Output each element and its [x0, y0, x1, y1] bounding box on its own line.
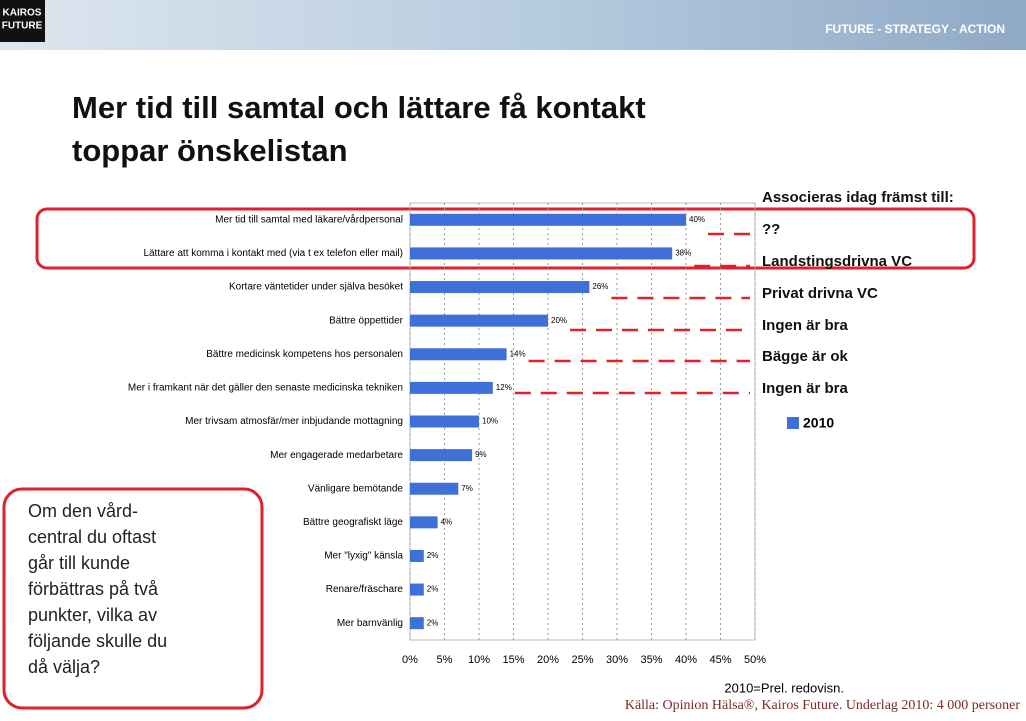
value-label: 7%: [461, 484, 473, 493]
x-tick-label: 15%: [502, 654, 524, 666]
value-label: 2%: [427, 551, 439, 560]
question-text: punkter, vilka av: [28, 605, 157, 625]
x-tick-label: 0%: [402, 654, 418, 666]
value-label: 38%: [675, 249, 691, 258]
x-tick-label: 20%: [537, 654, 559, 666]
tagline: FUTURE - STRATEGY - ACTION: [825, 22, 1005, 36]
header-band: [0, 0, 1026, 50]
value-label: 10%: [482, 417, 498, 426]
bar: [410, 516, 438, 529]
bar: [410, 247, 673, 260]
category-label: Vänligare bemötande: [308, 483, 404, 494]
footer-source: Källa: Opinion Hälsa®, Kairos Future. Un…: [625, 698, 1021, 713]
annotation: Ingen är bra: [762, 317, 849, 334]
question-text: Om den vård-: [28, 501, 138, 521]
category-label: Mer tid till samtal med läkare/vårdperso…: [215, 213, 403, 225]
annotation: Landstingsdrivna VC: [762, 253, 912, 270]
value-label: 12%: [496, 383, 512, 392]
highlight-box: [35, 207, 976, 270]
category-label: Kortare väntetider under själva besöket: [229, 282, 403, 293]
bar: [410, 549, 424, 562]
annotation: Ingen är bra: [762, 380, 849, 397]
annotation: ??: [762, 221, 780, 238]
legend-swatch: [787, 417, 799, 429]
bar: [410, 449, 473, 462]
x-tick-label: 5%: [437, 654, 453, 666]
x-tick-label: 45%: [709, 654, 731, 666]
value-label: 4%: [441, 517, 453, 526]
category-label: Lättare att komma i kontakt med (via t e…: [143, 248, 403, 259]
value-label: 26%: [592, 282, 608, 291]
logo: FUTURE: [2, 21, 43, 32]
question-text: då välja?: [28, 657, 100, 677]
logo: KAIROS: [3, 8, 42, 19]
bar: [410, 415, 479, 428]
annotation: Bägge är ok: [762, 348, 849, 365]
x-tick-label: 40%: [675, 654, 697, 666]
bar: [410, 281, 590, 294]
question-text: förbättras på två: [28, 579, 159, 599]
x-tick-label: 25%: [571, 654, 593, 666]
bar: [410, 213, 686, 226]
footer-note: 2010=Prel. redovisn.: [724, 680, 844, 695]
bar: [410, 617, 424, 630]
category-label: Bättre geografiskt läge: [303, 517, 403, 528]
category-label: Mer "lyxig" känsla: [324, 551, 403, 562]
category-label: Bättre medicinsk kompetens hos personale…: [206, 349, 403, 360]
category-label: Mer i framkant när det gäller den senast…: [128, 383, 403, 394]
x-tick-label: 50%: [744, 654, 766, 666]
category-label: Renare/fräschare: [326, 584, 404, 595]
bar: [410, 381, 493, 394]
question-text: följande skulle du: [28, 631, 167, 651]
bar: [410, 348, 507, 361]
logo-box: [0, 0, 45, 42]
category-label: Mer barnvänlig: [337, 618, 403, 629]
category-label: Mer engagerade medarbetare: [270, 450, 403, 461]
value-label: 9%: [475, 450, 487, 459]
bar: [410, 314, 548, 327]
bar: [410, 482, 459, 495]
category-label: Bättre öppettider: [329, 315, 404, 326]
value-label: 20%: [551, 316, 567, 325]
legend-label: 2010: [803, 415, 834, 431]
slide-title: toppar önskelistan: [72, 133, 348, 168]
bar: [410, 583, 424, 596]
annotation-heading: Associeras idag främst till:: [762, 189, 954, 206]
question-text: går till kunde: [28, 553, 130, 573]
slide-title: Mer tid till samtal och lättare få konta…: [72, 90, 646, 125]
x-tick-label: 30%: [606, 654, 628, 666]
question-text: central du oftast: [28, 527, 156, 547]
annotation: Privat drivna VC: [762, 285, 878, 302]
question-box: [2, 487, 264, 710]
value-label: 2%: [427, 618, 439, 627]
category-label: Mer trivsam atmosfär/mer inbjudande mott…: [185, 416, 403, 427]
value-label: 14%: [510, 349, 526, 358]
x-tick-label: 35%: [640, 654, 662, 666]
value-label: 2%: [427, 585, 439, 594]
value-label: 40%: [689, 215, 705, 224]
x-tick-label: 10%: [468, 654, 490, 666]
